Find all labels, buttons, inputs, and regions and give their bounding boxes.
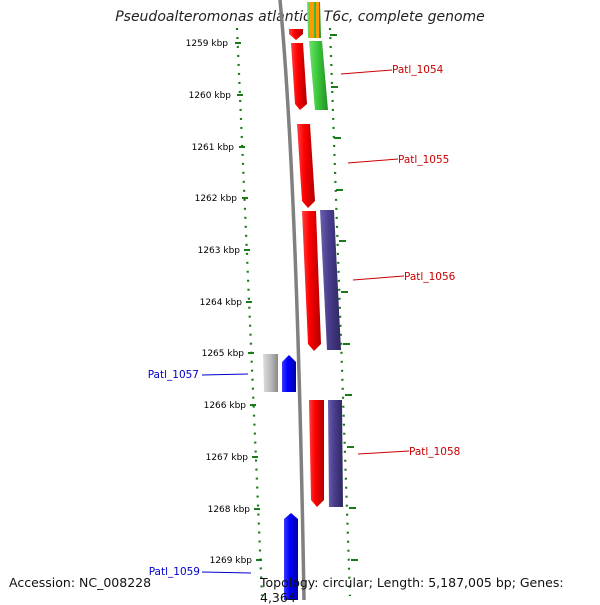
leader-line bbox=[340, 69, 393, 75]
forward-cds-arrow bbox=[289, 29, 303, 40]
reverse-rna-block bbox=[263, 354, 278, 392]
small-feature-marker bbox=[310, 2, 314, 38]
leader-line bbox=[347, 158, 399, 164]
forward-rna-block bbox=[309, 41, 328, 110]
tick-label: 1262 kbp bbox=[195, 194, 238, 204]
gene-label[interactable]: Patl_1057 bbox=[148, 369, 199, 381]
gene-label[interactable]: Patl_1058 bbox=[409, 446, 460, 458]
leader-line bbox=[201, 373, 249, 376]
tick-label: 1266 kbp bbox=[204, 401, 247, 411]
leader-line bbox=[201, 571, 252, 574]
topology-text: Topology: circular; Length: 5,187,005 bp… bbox=[260, 575, 564, 605]
gene-label[interactable]: Patl_1059 bbox=[149, 566, 200, 578]
map-title: Pseudoalteromonas atlantica T6c, complet… bbox=[115, 9, 485, 25]
tick-label: 1265 kbp bbox=[202, 349, 245, 359]
gene-label[interactable]: Patl_1054 bbox=[392, 64, 444, 76]
forward-cds-arrow bbox=[297, 124, 315, 208]
tick-label: 1264 kbp bbox=[200, 298, 243, 308]
tick-label: 1261 kbp bbox=[192, 143, 235, 153]
tick-label: 1263 kbp bbox=[198, 246, 241, 256]
tick-label: 1259 kbp bbox=[186, 39, 229, 49]
gene-label[interactable]: Patl_1056 bbox=[404, 271, 456, 283]
forward-cds-arrow bbox=[309, 400, 324, 507]
tick-label: 1260 kbp bbox=[189, 91, 232, 101]
leader-line bbox=[352, 275, 405, 281]
tick-label: 1268 kbp bbox=[208, 505, 251, 515]
protein-feature-block bbox=[320, 210, 341, 350]
protein-feature-block bbox=[328, 400, 343, 507]
genome-backbone bbox=[278, 0, 306, 600]
accession-text: Accession: NC_008228 bbox=[9, 575, 152, 590]
gene-label[interactable]: Patl_1055 bbox=[398, 154, 449, 166]
tick-label: 1267 kbp bbox=[206, 453, 249, 463]
reverse-cds-arrow bbox=[282, 355, 296, 392]
forward-cds-arrow bbox=[291, 43, 307, 110]
small-feature-marker bbox=[316, 2, 319, 38]
tick-label: 1269 kbp bbox=[210, 556, 253, 566]
tick-marks bbox=[235, 34, 358, 561]
forward-cds-arrow bbox=[302, 211, 321, 351]
leader-line bbox=[357, 450, 410, 455]
reverse-cds-arrow bbox=[284, 513, 298, 600]
